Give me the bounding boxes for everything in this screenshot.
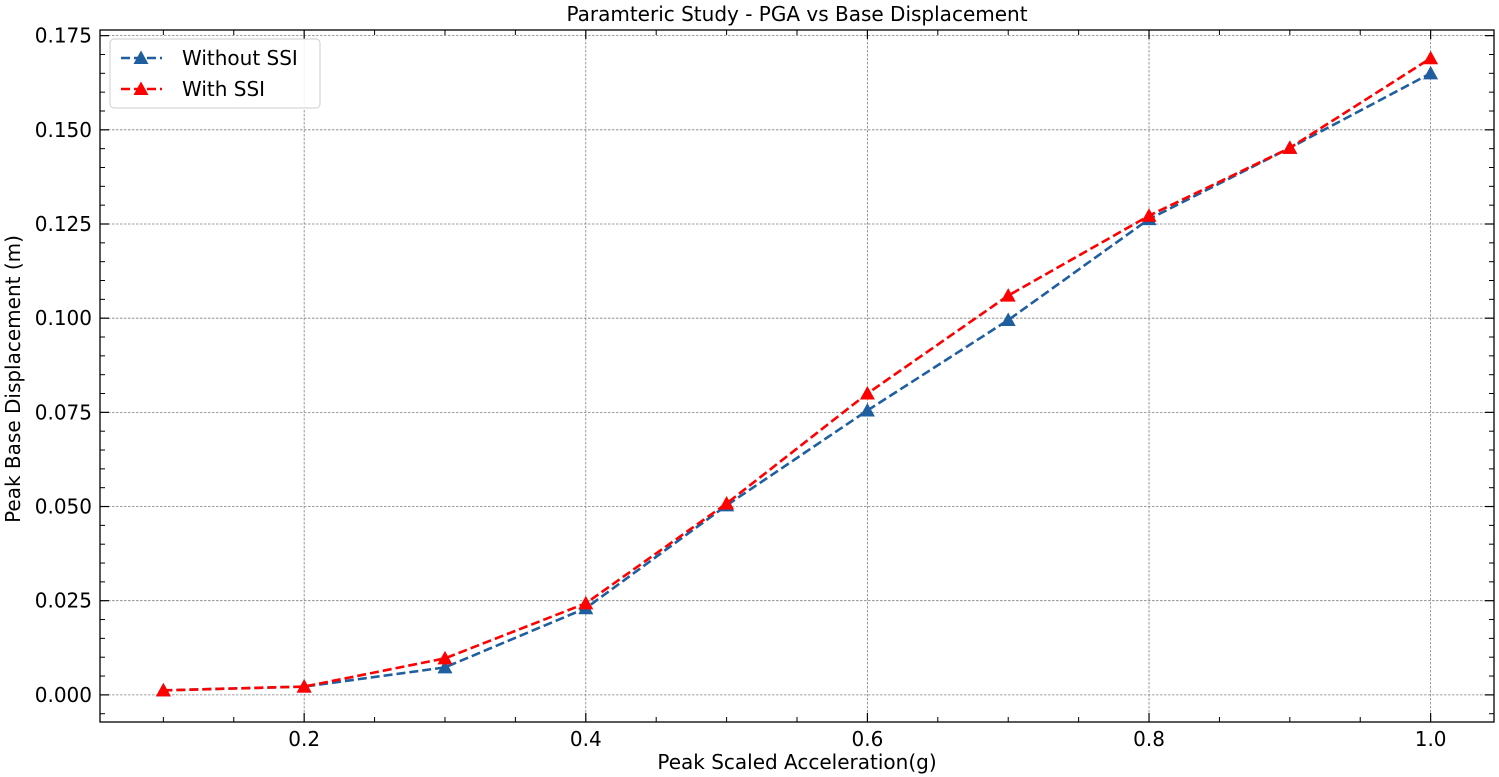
data-point-marker	[437, 650, 453, 665]
x-axis-label: Peak Scaled Acceleration(g)	[657, 750, 936, 774]
y-tick-label: 0.125	[35, 212, 92, 236]
data-point-marker	[296, 679, 312, 693]
y-tick-label: 0.100	[35, 306, 92, 330]
series-layer	[155, 50, 1439, 697]
y-tick-label: 0.175	[35, 24, 92, 48]
data-point-marker	[719, 496, 735, 510]
y-tick-label: 0.025	[35, 589, 92, 613]
data-point-marker	[578, 595, 594, 610]
x-tick-labels: 0.2 0.4 0.6 0.8 1.0	[288, 727, 1446, 751]
series-line	[163, 57, 1432, 692]
x-tick-label: 0.8	[1133, 727, 1165, 751]
y-tick-label: 0.000	[35, 683, 92, 707]
major-ticks	[100, 30, 1494, 722]
minor-ticks	[100, 30, 1494, 722]
legend-label: Without SSI	[182, 46, 298, 70]
series-with-ssi	[155, 50, 1439, 697]
grid-lines	[100, 30, 1494, 722]
data-point-marker	[1000, 312, 1016, 327]
y-tick-label: 0.150	[35, 118, 92, 142]
y-axis-label: Peak Base Displacement (m)	[1, 235, 25, 523]
y-tick-label: 0.075	[35, 400, 92, 424]
y-tick-labels: 0.000 0.025 0.050 0.075 0.100 0.125 0.150 0.175	[35, 24, 92, 707]
data-point-marker	[1000, 288, 1016, 302]
y-tick-label: 0.050	[35, 495, 92, 519]
legend-box	[109, 38, 321, 109]
data-point-marker	[155, 682, 171, 697]
plot-frame	[99, 29, 1495, 723]
data-point-marker	[1141, 208, 1157, 222]
series-without-ssi	[155, 65, 1439, 697]
legend-label: With SSI	[182, 77, 265, 101]
data-point-marker	[1423, 65, 1439, 80]
chart-title: Paramteric Study - PGA vs Base Displacem…	[566, 2, 1027, 26]
data-point-marker	[859, 386, 875, 400]
x-tick-label: 0.4	[570, 727, 602, 751]
x-tick-label: 0.2	[288, 727, 320, 751]
legend-marker	[133, 81, 149, 95]
legend-marker	[133, 50, 149, 64]
x-tick-label: 0.6	[851, 727, 883, 751]
data-point-marker	[859, 402, 875, 417]
data-point-marker	[437, 659, 453, 674]
data-point-marker	[1423, 50, 1439, 65]
legend: Without SSI With SSI	[109, 38, 321, 109]
data-point-marker	[1282, 140, 1298, 154]
series-line	[163, 72, 1432, 692]
x-tick-label: 1.0	[1415, 727, 1447, 751]
